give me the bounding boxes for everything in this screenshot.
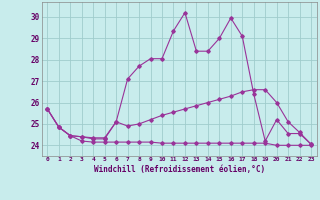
X-axis label: Windchill (Refroidissement éolien,°C): Windchill (Refroidissement éolien,°C) (94, 165, 265, 174)
